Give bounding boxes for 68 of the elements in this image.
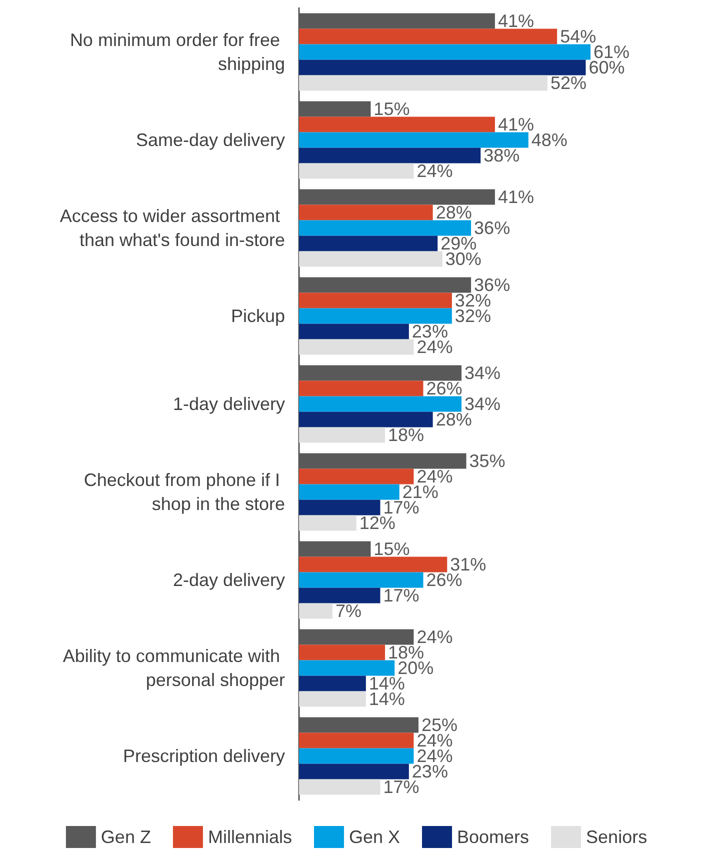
bar bbox=[299, 515, 356, 531]
legend-label: Seniors bbox=[586, 827, 648, 847]
bar bbox=[299, 339, 414, 355]
data-label: 35% bbox=[469, 451, 506, 472]
y-tick-label: No minimum order for free shipping bbox=[70, 30, 285, 74]
data-label: 18% bbox=[388, 424, 424, 445]
y-tick-label: Pickup bbox=[230, 306, 285, 326]
bar bbox=[299, 500, 380, 516]
bar bbox=[299, 148, 481, 164]
y-tick-label: Checkout from phone if I shop in the store bbox=[84, 470, 285, 514]
bar bbox=[299, 764, 409, 780]
bar bbox=[299, 691, 366, 707]
bar bbox=[299, 44, 591, 60]
bar bbox=[299, 292, 452, 308]
bar bbox=[299, 324, 409, 340]
data-label: 38% bbox=[484, 145, 520, 166]
bar bbox=[299, 236, 438, 252]
y-tick-label: Prescription delivery bbox=[122, 746, 285, 766]
data-label: 28% bbox=[436, 202, 472, 223]
bar bbox=[299, 204, 433, 220]
data-label: 26% bbox=[426, 378, 462, 399]
bar bbox=[299, 132, 528, 148]
y-tick-label: 1-day delivery bbox=[172, 394, 285, 414]
data-label: 54% bbox=[560, 26, 596, 47]
legend-label: Gen X bbox=[348, 827, 400, 847]
data-label: 24% bbox=[416, 160, 453, 181]
y-tick-label: Ability to communicate with personal shopper bbox=[62, 646, 285, 690]
bar bbox=[299, 116, 495, 132]
bar bbox=[299, 572, 424, 588]
legend-label: Gen Z bbox=[100, 827, 151, 847]
bar bbox=[299, 603, 332, 619]
bar bbox=[299, 732, 414, 748]
bar bbox=[299, 748, 414, 764]
bar bbox=[299, 644, 386, 660]
bar bbox=[299, 220, 472, 236]
bar bbox=[299, 380, 424, 396]
bar bbox=[299, 163, 414, 179]
y-tick-label: Access to wider assortment than what's found in-store bbox=[60, 206, 285, 250]
data-label: 34% bbox=[464, 363, 501, 384]
legend-label: Boomers bbox=[457, 827, 530, 847]
bar bbox=[299, 468, 414, 484]
data-label: 7% bbox=[335, 600, 362, 621]
y-tick-label: Same-day delivery bbox=[136, 130, 285, 150]
data-label: 52% bbox=[550, 72, 587, 93]
data-label: 15% bbox=[374, 539, 410, 560]
bar bbox=[299, 660, 395, 676]
y-tick-label: 2-day delivery bbox=[172, 570, 285, 590]
bar bbox=[299, 28, 558, 44]
bar bbox=[299, 779, 380, 795]
bar bbox=[299, 676, 366, 692]
data-label: 17% bbox=[383, 585, 420, 606]
bar bbox=[299, 308, 452, 324]
bar bbox=[299, 427, 386, 443]
data-label: 41% bbox=[498, 114, 534, 135]
bar bbox=[299, 412, 433, 428]
bar bbox=[299, 251, 442, 267]
data-label: 48% bbox=[531, 130, 568, 150]
legend-label: Millennials bbox=[208, 827, 292, 847]
data-label: 15% bbox=[374, 99, 410, 120]
bar bbox=[299, 484, 400, 500]
bar bbox=[299, 75, 548, 91]
data-label: 41% bbox=[498, 187, 534, 208]
bar bbox=[299, 556, 448, 572]
bar bbox=[299, 396, 462, 412]
bar bbox=[299, 60, 586, 76]
data-label: 41% bbox=[498, 11, 534, 32]
bar bbox=[299, 588, 380, 604]
data-label: 36% bbox=[474, 218, 510, 238]
